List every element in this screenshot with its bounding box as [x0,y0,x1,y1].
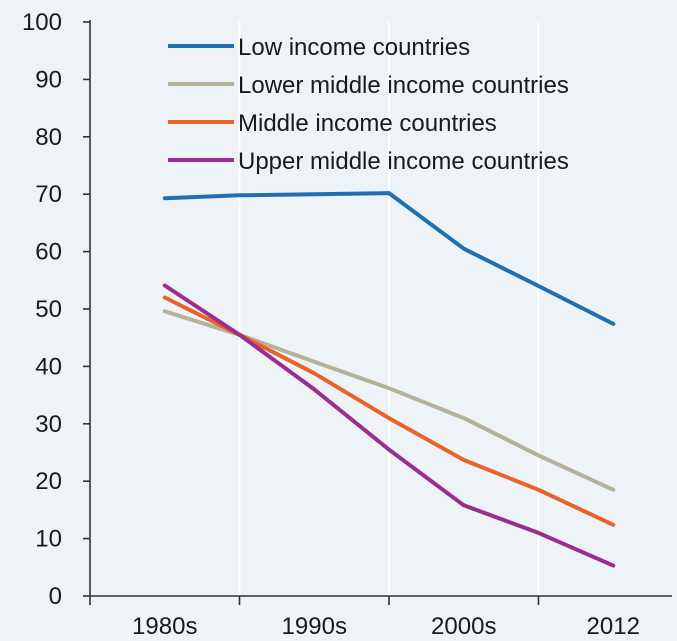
y-tick-label: 90 [35,66,62,93]
y-tick-label: 60 [35,239,62,266]
legend-label: Lower middle income countries [238,72,569,99]
y-tick-label: 70 [35,181,62,208]
x-tick-label: 1980s [132,613,197,640]
legend-label: Upper middle income countries [238,148,569,175]
x-tick-label: 2000s [431,613,496,640]
y-tick-label: 10 [35,526,62,553]
series-lines [162,191,616,568]
y-tick-label: 100 [22,9,62,36]
x-tick-label: 1990s [282,613,347,640]
y-tick-label: 20 [35,468,62,495]
legend-label: Middle income countries [238,110,497,137]
series-line-4 [162,283,616,568]
y-tick-label: 0 [49,583,62,610]
y-tick-label: 50 [35,296,62,323]
gridlines [238,22,540,596]
y-tick-label: 80 [35,124,62,151]
legend-label: Low income countries [238,34,470,61]
legend: Low income countries Lower middle income … [168,34,569,175]
axes: 0 10 20 30 40 50 60 70 80 90 100 1980s 1990s 2000s 201… [22,9,672,640]
x-tick-label: 2012 [587,613,640,640]
y-tick-label: 30 [35,411,62,438]
series-line-1 [162,191,616,326]
y-tick-label: 40 [35,353,62,380]
